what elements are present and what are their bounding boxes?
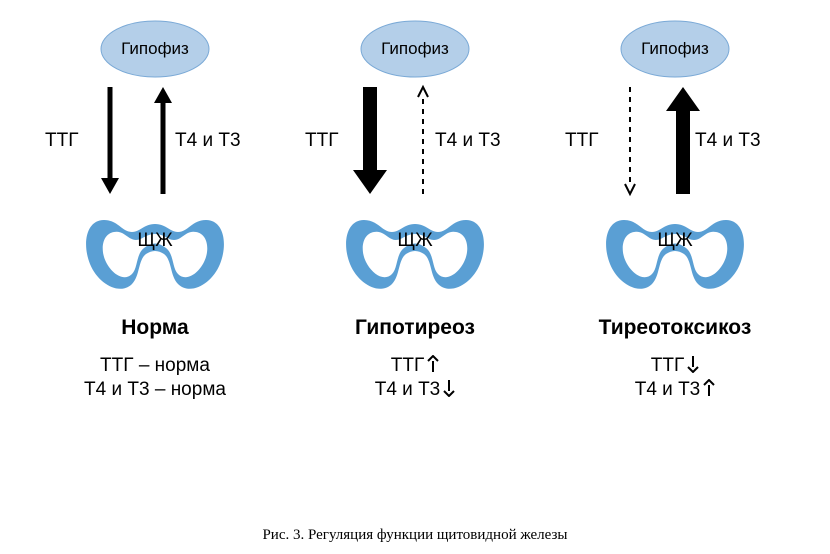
desc-text: ТТГ bbox=[391, 354, 425, 378]
thyroid-label: ЩЖ bbox=[657, 230, 692, 252]
panel-title: Тиреотоксикоз bbox=[599, 316, 752, 340]
thyroid-label: ЩЖ bbox=[397, 230, 432, 252]
panel-description: ТТГ – нормаТ4 и Т3 – норма bbox=[84, 354, 226, 402]
indicator-up-icon bbox=[703, 378, 715, 402]
panel-normal: Гипофиз ТТГ Т4 и Т3 ЩЖНормаТТГ – нормаТ4… bbox=[30, 20, 280, 519]
t4t3-label: Т4 и Т3 bbox=[695, 130, 761, 152]
thyroid-label: ЩЖ bbox=[137, 230, 172, 252]
desc-text: Т4 и Т3 bbox=[375, 378, 441, 402]
pituitary-label: Гипофиз bbox=[381, 39, 449, 59]
figure-caption: Рис. 3. Регуляция функции щитовидной жел… bbox=[30, 527, 800, 544]
pituitary: Гипофиз bbox=[100, 20, 210, 78]
tsh-label: ТТГ bbox=[45, 130, 79, 152]
panel-title: Норма bbox=[121, 316, 188, 340]
indicator-down-icon bbox=[443, 378, 455, 402]
indicator-down-icon bbox=[687, 354, 699, 378]
desc-text: Т4 и Т3 – норма bbox=[84, 378, 226, 402]
panel-hypo: Гипофиз ТТГ Т4 и Т3 ЩЖ Гипотиреоз ТТГ Т4 и… bbox=[290, 20, 540, 519]
tsh-label: ТТГ bbox=[565, 130, 599, 152]
pituitary-label: Гипофиз bbox=[121, 39, 189, 59]
panel-title: Гипотиреоз bbox=[355, 316, 475, 340]
pituitary-label: Гипофиз bbox=[641, 39, 709, 59]
desc-text: ТТГ – норма bbox=[100, 354, 210, 378]
thyroid: ЩЖ bbox=[80, 198, 230, 298]
desc-text: Т4 и Т3 bbox=[635, 378, 701, 402]
t4t3-label: Т4 и Т3 bbox=[435, 130, 501, 152]
arrow-zone: ТТГ Т4 и Т3 bbox=[305, 82, 525, 202]
tsh-label: ТТГ bbox=[305, 130, 339, 152]
pituitary: Гипофиз bbox=[360, 20, 470, 78]
panel-description: ТТГ Т4 и Т3 bbox=[635, 354, 716, 402]
pituitary: Гипофиз bbox=[620, 20, 730, 78]
indicator-up-icon bbox=[427, 354, 439, 378]
panel-description: ТТГ Т4 и Т3 bbox=[375, 354, 456, 402]
thyroid: ЩЖ bbox=[340, 198, 490, 298]
desc-text: ТТГ bbox=[651, 354, 685, 378]
thyroid: ЩЖ bbox=[600, 198, 750, 298]
t4t3-label: Т4 и Т3 bbox=[175, 130, 241, 152]
panel-thyreo: Гипофиз ТТГ Т4 и Т3 ЩЖ Тиреотоксикоз ТТГ Т… bbox=[550, 20, 800, 519]
arrow-zone: ТТГ Т4 и Т3 bbox=[565, 82, 785, 202]
arrow-zone: ТТГ Т4 и Т3 bbox=[45, 82, 265, 202]
